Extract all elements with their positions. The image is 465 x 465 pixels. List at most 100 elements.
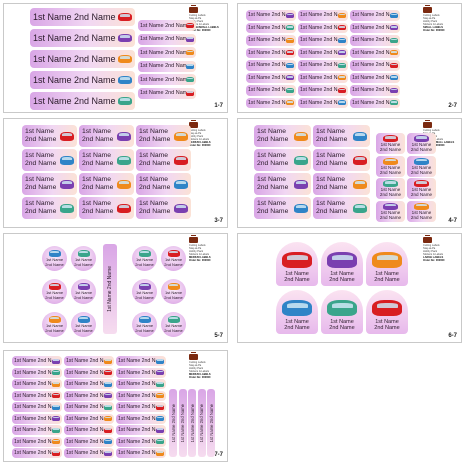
name-label[interactable]: 1st Name 2nd Name	[313, 173, 370, 195]
name-label[interactable]: 1st Name 2nd Name	[136, 149, 191, 171]
name-label[interactable]: 1st Name 2nd Name	[298, 97, 348, 108]
name-label[interactable]: 1st Name 2nd Name	[64, 379, 114, 389]
name-label[interactable]: 1st Name 2nd Name	[246, 35, 296, 46]
name-label[interactable]: 1st Name 2nd Name	[138, 20, 196, 31]
name-label[interactable]: 1st Name 2nd Name	[407, 178, 436, 199]
large-label[interactable]: 1st Name 2nd Name	[276, 242, 318, 286]
name-label[interactable]: 1st Name 2nd Name	[350, 35, 400, 46]
name-label[interactable]: 1st Name 2nd Name	[12, 448, 62, 458]
name-label[interactable]: 1st Name 2nd Name	[350, 47, 400, 58]
name-label[interactable]: 1st Name 2nd Name	[116, 367, 166, 378]
name-label[interactable]: 1st Name 2nd Name	[313, 125, 370, 147]
name-label[interactable]: 1st Name 2nd Name	[298, 60, 348, 71]
name-label[interactable]: 1st Name 2nd Name	[350, 60, 400, 71]
name-label[interactable]: 1st Name 2nd Name	[246, 10, 296, 21]
name-label[interactable]: 1st Name 2nd Name	[12, 402, 62, 412]
name-label[interactable]: 1st Name 2nd Name	[116, 356, 166, 366]
round-label[interactable]: 1st Name 2nd Name	[42, 246, 67, 271]
name-label[interactable]: 1st Name 2nd Name	[64, 356, 114, 366]
name-label[interactable]: 1st Name 2nd Name	[12, 356, 62, 366]
name-label[interactable]: 1st Name 2nd Name	[64, 436, 114, 447]
name-label[interactable]: 1st Name 2nd Name	[12, 390, 62, 401]
round-label[interactable]: 1st Name 2nd Name	[42, 279, 67, 304]
label-sheet-6-7[interactable]: Cutting Labels Stay-at-Pa Hobby Pack Sticke…	[237, 233, 462, 343]
large-label[interactable]: 1st Name 2nd Name	[321, 242, 363, 286]
name-label[interactable]: 1st Name 2nd Name	[116, 379, 166, 389]
label-sheet-3-7[interactable]: Cutting Labels Stay-at-Pa Hobby Pack Sticke…	[3, 118, 228, 228]
round-label[interactable]: 1st Name 2nd Name	[71, 279, 96, 304]
name-label[interactable]: 1st Name 2nd Name	[246, 47, 296, 58]
name-label[interactable]: 1st Name 2nd Name	[116, 390, 166, 401]
name-label[interactable]: 1st Name 2nd Name	[298, 35, 348, 46]
name-label[interactable]: 1st Name 2nd Name	[30, 92, 135, 110]
vertical-name-label[interactable]: 1st Name 2nd Name	[197, 389, 206, 457]
large-label[interactable]: 1st Name 2nd Name	[276, 290, 318, 334]
vertical-name-label[interactable]: 1st Name 2nd Name	[103, 244, 117, 334]
name-label[interactable]: 1st Name 2nd Name	[298, 47, 348, 58]
name-label[interactable]: 1st Name 2nd Name	[246, 22, 296, 33]
name-label[interactable]: 1st Name 2nd Name	[246, 60, 296, 71]
name-label[interactable]: 1st Name 2nd Name	[246, 97, 296, 108]
round-label[interactable]: 1st Name 2nd Name	[71, 246, 96, 271]
name-label[interactable]: 1st Name 2nd Name	[30, 29, 135, 47]
name-label[interactable]: 1st Name 2nd Name	[64, 413, 114, 424]
round-label[interactable]: 1st Name 2nd Name	[161, 279, 186, 304]
name-label[interactable]: 1st Name 2nd Name	[64, 402, 114, 412]
name-label[interactable]: 1st Name 2nd Name	[136, 197, 191, 219]
name-label[interactable]: 1st Name 2nd Name	[64, 367, 114, 378]
label-sheet-2-7[interactable]: Cutting Labels Stay-at-Pa Hobby Pack Sticke…	[237, 3, 462, 113]
name-label[interactable]: 1st Name 2nd Name	[116, 425, 166, 435]
vertical-name-label[interactable]: 1st Name 2nd Name	[169, 389, 177, 457]
vertical-name-label[interactable]: 1st Name 2nd Name	[207, 389, 215, 457]
name-label[interactable]: 1st Name 2nd Name	[376, 178, 405, 199]
vertical-name-label[interactable]: 1st Name 2nd Name	[188, 389, 196, 457]
name-label[interactable]: 1st Name 2nd Name	[64, 448, 114, 458]
name-label[interactable]: 1st Name 2nd Name	[12, 413, 62, 424]
large-label[interactable]: 1st Name 2nd Name	[321, 290, 363, 334]
name-label[interactable]: 1st Name 2nd Name	[254, 197, 311, 219]
round-label[interactable]: 1st Name 2nd Name	[71, 312, 96, 337]
name-label[interactable]: 1st Name 2nd Name	[138, 47, 196, 58]
round-label[interactable]: 1st Name 2nd Name	[132, 246, 157, 271]
name-label[interactable]: 1st Name 2nd Name	[12, 436, 62, 447]
name-label[interactable]: 1st Name 2nd Name	[407, 200, 436, 222]
name-label[interactable]: 1st Name 2nd Name	[350, 97, 400, 108]
name-label[interactable]: 1st Name 2nd Name	[116, 436, 166, 447]
name-label[interactable]: 1st Name 2nd Name	[79, 173, 134, 195]
name-label[interactable]: 1st Name 2nd Name	[30, 8, 135, 26]
name-label[interactable]: 1st Name 2nd Name	[376, 133, 405, 154]
name-label[interactable]: 1st Name 2nd Name	[246, 72, 296, 83]
name-label[interactable]: 1st Name 2nd Name	[246, 85, 296, 96]
name-label[interactable]: 1st Name 2nd Name	[138, 60, 196, 72]
name-label[interactable]: 1st Name 2nd Name	[64, 390, 114, 401]
name-label[interactable]: 1st Name 2nd Name	[376, 200, 405, 222]
name-label[interactable]: 1st Name 2nd Name	[298, 10, 348, 21]
name-label[interactable]: 1st Name 2nd Name	[22, 125, 77, 147]
name-label[interactable]: 1st Name 2nd Name	[22, 197, 77, 219]
name-label[interactable]: 1st Name 2nd Name	[138, 87, 196, 99]
name-label[interactable]: 1st Name 2nd Name	[116, 448, 166, 458]
name-label[interactable]: 1st Name 2nd Name	[79, 149, 134, 171]
name-label[interactable]: 1st Name 2nd Name	[136, 173, 191, 195]
label-sheet-7-7[interactable]: Cutting Labels Stay-at-Pa Hobby Pack Sticke…	[3, 350, 228, 462]
name-label[interactable]: 1st Name 2nd Name	[376, 155, 405, 177]
name-label[interactable]: 1st Name 2nd Name	[313, 197, 370, 219]
name-label[interactable]: 1st Name 2nd Name	[22, 173, 77, 195]
name-label[interactable]: 1st Name 2nd Name	[64, 425, 114, 435]
label-sheet-1-7[interactable]: Cutting Labels Stay-at-Pa Hobby Pack Sticke…	[3, 3, 228, 113]
name-label[interactable]: 1st Name 2nd Name	[254, 125, 311, 147]
label-sheet-5-7[interactable]: Cutting Labels Stay-at-Pa Hobby Pack Sticke…	[3, 233, 228, 343]
vertical-name-label[interactable]: 1st Name 2nd Name	[178, 389, 187, 457]
name-label[interactable]: 1st Name 2nd Name	[254, 173, 311, 195]
name-label[interactable]: 1st Name 2nd Name	[407, 133, 436, 154]
name-label[interactable]: 1st Name 2nd Name	[138, 74, 196, 85]
name-label[interactable]: 1st Name 2nd Name	[79, 197, 134, 219]
name-label[interactable]: 1st Name 2nd Name	[350, 22, 400, 33]
name-label[interactable]: 1st Name 2nd Name	[313, 149, 370, 171]
name-label[interactable]: 1st Name 2nd Name	[22, 149, 77, 171]
name-label[interactable]: 1st Name 2nd Name	[116, 402, 166, 412]
round-label[interactable]: 1st Name 2nd Name	[132, 279, 157, 304]
large-label[interactable]: 1st Name 2nd Name	[366, 290, 408, 334]
name-label[interactable]: 1st Name 2nd Name	[298, 22, 348, 33]
